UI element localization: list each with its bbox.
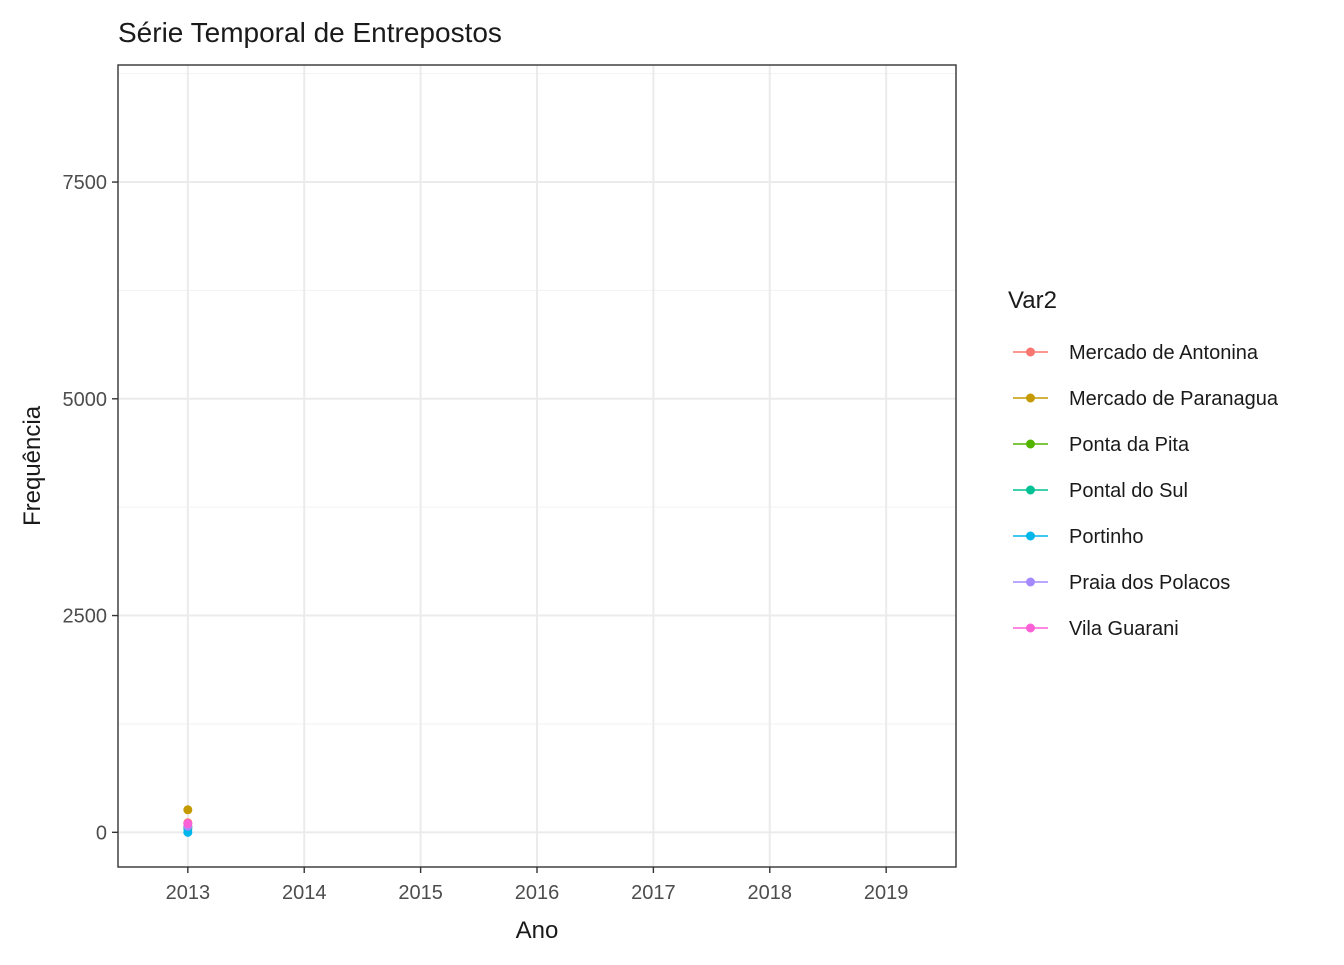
grid bbox=[118, 65, 956, 867]
series-layer bbox=[183, 805, 193, 837]
data-point bbox=[183, 805, 193, 815]
legend: Mercado de Antonina Mercado de Paranagua P… bbox=[1013, 342, 1279, 640]
legend-key-point bbox=[1026, 531, 1035, 541]
series bbox=[183, 805, 193, 815]
legend-item: Praia dos Polacos bbox=[1013, 572, 1230, 594]
legend-label: Vila Guarani bbox=[1069, 618, 1179, 640]
legend-key-point bbox=[1026, 347, 1035, 357]
x-tick-label: 2015 bbox=[398, 882, 443, 904]
data-point bbox=[183, 819, 193, 829]
x-tick-label: 2013 bbox=[166, 882, 211, 904]
x-ticks: 2013 2014 2015 2016 2017 2018 2019 bbox=[166, 867, 909, 904]
legend-key-point bbox=[1026, 577, 1035, 587]
legend-key-point bbox=[1026, 623, 1035, 633]
legend-item: Ponta da Pita bbox=[1013, 434, 1190, 456]
x-tick-label: 2018 bbox=[748, 882, 793, 904]
legend-item: Vila Guarani bbox=[1013, 618, 1179, 640]
y-tick-label: 2500 bbox=[63, 606, 108, 628]
x-axis-title: Ano bbox=[516, 917, 559, 944]
legend-label: Ponta da Pita bbox=[1069, 434, 1190, 456]
legend-label: Mercado de Antonina bbox=[1069, 342, 1259, 364]
legend-title: Var2 bbox=[1008, 287, 1057, 314]
y-ticks: 0 2500 5000 7500 bbox=[63, 172, 118, 844]
legend-item: Pontal do Sul bbox=[1013, 480, 1188, 502]
legend-label: Pontal do Sul bbox=[1069, 480, 1188, 502]
x-tick-label: 2017 bbox=[631, 882, 676, 904]
legend-label: Portinho bbox=[1069, 526, 1144, 548]
legend-key-point bbox=[1026, 485, 1035, 495]
legend-item: Mercado de Paranagua bbox=[1013, 388, 1279, 410]
x-tick-label: 2014 bbox=[282, 882, 327, 904]
legend-key-point bbox=[1026, 439, 1035, 449]
x-tick-label: 2019 bbox=[864, 882, 909, 904]
legend-item: Portinho bbox=[1013, 526, 1144, 548]
y-tick-label: 7500 bbox=[63, 172, 108, 194]
y-tick-label: 5000 bbox=[63, 389, 108, 411]
y-axis-title: Frequência bbox=[19, 405, 46, 526]
series bbox=[183, 819, 193, 829]
y-tick-label: 0 bbox=[96, 822, 107, 844]
legend-label: Praia dos Polacos bbox=[1069, 572, 1230, 594]
chart-title: Série Temporal de Entrepostos bbox=[118, 17, 502, 48]
legend-item: Mercado de Antonina bbox=[1013, 342, 1259, 364]
legend-label: Mercado de Paranagua bbox=[1069, 388, 1279, 410]
legend-key-point bbox=[1026, 393, 1035, 403]
x-tick-label: 2016 bbox=[515, 882, 560, 904]
